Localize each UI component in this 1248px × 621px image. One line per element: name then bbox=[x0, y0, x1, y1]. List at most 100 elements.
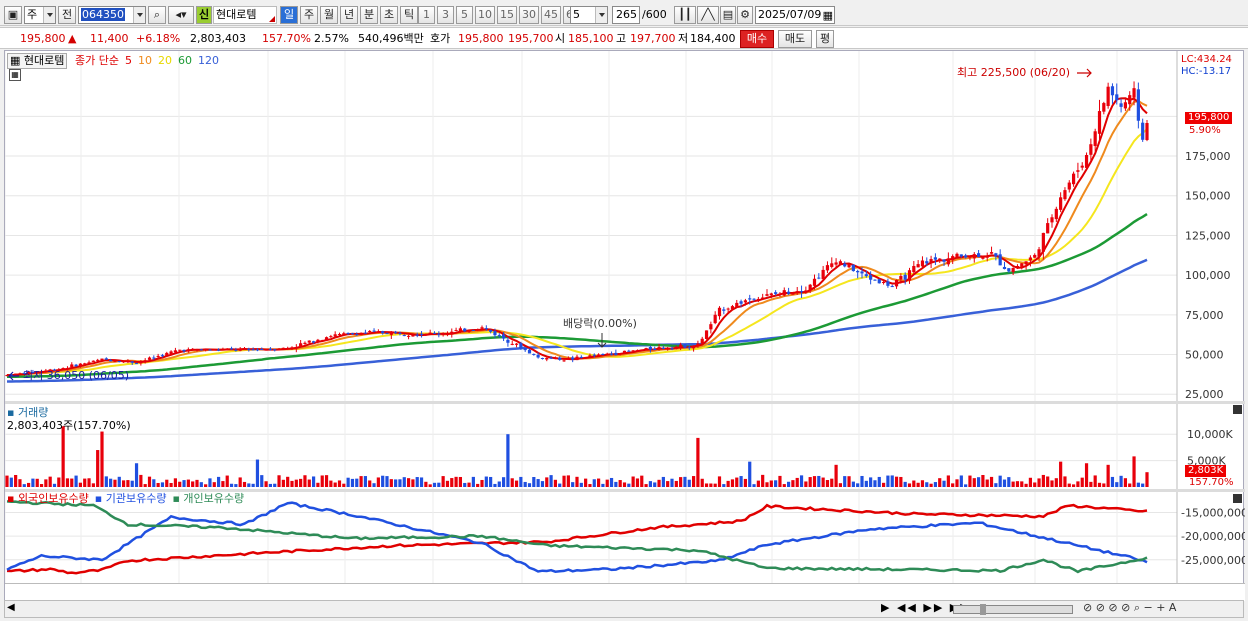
interval-select[interactable]: 5 bbox=[570, 6, 608, 24]
candle-body bbox=[588, 355, 592, 358]
volume-bar bbox=[1054, 478, 1058, 487]
ma-legend-120[interactable]: 120 bbox=[197, 54, 219, 67]
candle-body bbox=[1115, 94, 1119, 101]
calendar-icon: ▦ bbox=[822, 9, 833, 22]
search-icon[interactable]: ⌕ bbox=[148, 6, 166, 24]
candle-body bbox=[765, 294, 769, 296]
candle-body bbox=[1128, 95, 1132, 105]
volume-bar bbox=[294, 479, 298, 487]
interval-tab-1[interactable]: 1 bbox=[418, 6, 435, 24]
holdings-legend: ▪ 외국인보유수량 ▪ 기관보유수량 ▪ 개인보유수량 bbox=[7, 492, 250, 506]
volume-bar bbox=[1071, 484, 1076, 487]
period-tab-2[interactable]: 월 bbox=[320, 6, 338, 24]
ma-legend-20[interactable]: 20 bbox=[157, 54, 172, 67]
interval-tab-5[interactable]: 5 bbox=[456, 6, 473, 24]
volume-bar bbox=[761, 474, 765, 487]
candle-body bbox=[501, 334, 506, 339]
window-icon[interactable]: ▣ bbox=[4, 6, 22, 24]
candle-body bbox=[234, 349, 238, 351]
period-tab-3[interactable]: 년 bbox=[340, 6, 358, 24]
code-input[interactable]: 064350 bbox=[78, 6, 146, 24]
volume-ratio: 157.70% bbox=[262, 32, 311, 45]
candle-body bbox=[976, 253, 981, 257]
interval-tab-10[interactable]: 10 bbox=[475, 6, 495, 24]
candle-body bbox=[925, 261, 929, 264]
volume-bar bbox=[1132, 456, 1136, 487]
candle-tool-icon[interactable]: ┃┃ bbox=[674, 6, 696, 24]
volume-bar bbox=[255, 459, 260, 487]
candle-body bbox=[1020, 263, 1024, 267]
ma-legend-5[interactable]: 5 bbox=[124, 54, 132, 67]
save-icon[interactable]: ▤ bbox=[720, 6, 736, 24]
volume-bar bbox=[363, 476, 368, 487]
period-tab-0[interactable]: 일 bbox=[280, 6, 298, 24]
volume-bar bbox=[981, 474, 985, 487]
date-input[interactable]: 2025/07/09 ▦ bbox=[755, 6, 835, 24]
candle-body bbox=[614, 352, 618, 355]
ma-legend-60[interactable]: 60 bbox=[177, 54, 192, 67]
candle-body bbox=[648, 346, 653, 350]
volume-bar bbox=[1028, 477, 1033, 487]
interval-tab-30[interactable]: 30 bbox=[519, 6, 539, 24]
line-tool-icon[interactable]: ╱╲ bbox=[697, 6, 719, 24]
volume-bar bbox=[1063, 476, 1067, 487]
candle-body bbox=[933, 257, 938, 260]
candle-body bbox=[1145, 123, 1149, 141]
candle-body bbox=[739, 301, 743, 304]
bottom-scrollbar: ◀ ▶ ◀◀ ▶▶ ▶▶ ⊘ ⊘ ⊘ ⊘ ⌕ − + A bbox=[4, 600, 1244, 618]
chevron-down-icon bbox=[133, 7, 145, 23]
zoom-slider[interactable] bbox=[953, 604, 1073, 615]
ma-5-line bbox=[6, 97, 1148, 377]
zoom-slider-thumb[interactable] bbox=[980, 604, 986, 615]
period-tab-5[interactable]: 초 bbox=[380, 6, 398, 24]
speaker-icon[interactable]: ◂▾ bbox=[168, 6, 194, 24]
scroll-left-icon[interactable]: ◀ bbox=[7, 602, 15, 613]
close-panel-icon[interactable] bbox=[1233, 494, 1242, 503]
candle-body bbox=[156, 355, 160, 357]
buy-button[interactable]: 매수 bbox=[740, 30, 774, 48]
chart-area[interactable]: 200,000175,000150,000125,000100,00075,00… bbox=[4, 50, 1245, 601]
calculator-icon[interactable]: ▦ bbox=[9, 69, 21, 81]
sell-button[interactable]: 매도 bbox=[778, 30, 812, 48]
candle-body bbox=[558, 357, 562, 360]
candle-body bbox=[394, 331, 398, 333]
interval-tab-15[interactable]: 15 bbox=[497, 6, 517, 24]
volume-bar bbox=[614, 481, 618, 487]
avg-button[interactable]: 평 bbox=[816, 30, 834, 48]
interval-tab-45[interactable]: 45 bbox=[541, 6, 561, 24]
panel-divider[interactable] bbox=[5, 489, 1245, 492]
volume-bar bbox=[933, 482, 938, 487]
price-axis-tick: 75,000 bbox=[1185, 309, 1224, 322]
prev-button[interactable]: 전 bbox=[58, 6, 76, 24]
holdings-legend-1[interactable]: ▪ 기관보유수량 bbox=[94, 492, 167, 505]
candle-body bbox=[627, 350, 631, 352]
ma-legend-10[interactable]: 10 bbox=[137, 54, 152, 67]
candle-body bbox=[510, 343, 514, 345]
volume-bar bbox=[234, 484, 238, 487]
period-tab-1[interactable]: 주 bbox=[300, 6, 318, 24]
gear-icon[interactable]: ⚙ bbox=[737, 6, 753, 24]
candle-body bbox=[437, 333, 441, 335]
panel-divider[interactable] bbox=[5, 401, 1245, 404]
candle-body bbox=[91, 360, 95, 362]
market-select[interactable]: 주 bbox=[24, 6, 56, 24]
candle-body bbox=[1084, 154, 1089, 168]
market-select-value: 주 bbox=[27, 8, 38, 21]
volume-bar bbox=[1110, 476, 1115, 487]
change: 11,400 bbox=[90, 32, 129, 45]
candle-body bbox=[143, 360, 147, 363]
close-panel-icon[interactable] bbox=[1233, 405, 1242, 414]
drawing-tools[interactable]: ⊘ ⊘ ⊘ ⊘ ⌕ − + A bbox=[1083, 601, 1177, 614]
amount: 540,496백만 bbox=[358, 32, 424, 45]
count-input[interactable]: 265 bbox=[612, 6, 640, 24]
candle-body bbox=[329, 336, 333, 338]
candle-body bbox=[566, 358, 570, 360]
volume-bar bbox=[700, 478, 704, 487]
holdings-legend-0[interactable]: ▪ 외국인보유수량 bbox=[7, 492, 89, 505]
interval-tab-3[interactable]: 3 bbox=[437, 6, 454, 24]
holdings-legend-2[interactable]: ▪ 개인보유수량 bbox=[172, 492, 245, 505]
period-tab-6[interactable]: 틱 bbox=[400, 6, 418, 24]
volume-bar bbox=[864, 480, 868, 487]
navigation-buttons[interactable]: ▶ ◀◀ ▶▶ ▶▶ bbox=[881, 601, 971, 614]
period-tab-4[interactable]: 분 bbox=[360, 6, 378, 24]
